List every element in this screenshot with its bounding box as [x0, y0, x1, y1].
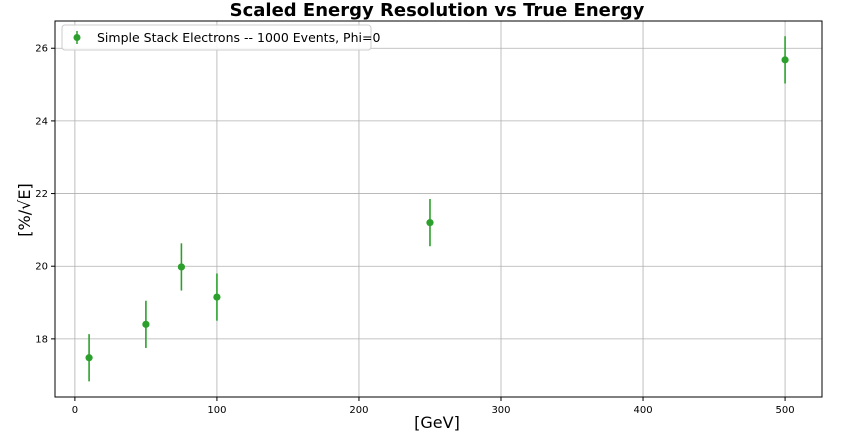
y-tick-label: 24: [35, 116, 48, 127]
data-point: [426, 219, 434, 227]
plot-frame: [54, 20, 823, 398]
x-tick-label: 300: [491, 405, 510, 416]
chart-title: Scaled Energy Resolution vs True Energy: [230, 0, 645, 21]
legend-box: [61, 24, 372, 51]
y-tick-label: 26: [35, 44, 48, 55]
y-tick-label: 20: [35, 262, 48, 273]
grid: [55, 21, 822, 397]
x-tick-label: 400: [633, 405, 652, 416]
y-axis-label: [%/√E]: [15, 183, 34, 236]
axis-ticks: 0 100 200 300 400 500 18 20 22 24 26: [35, 44, 794, 416]
x-tick-label: 100: [207, 405, 226, 416]
x-tick-label: 0: [72, 405, 78, 416]
data-point: [781, 56, 789, 64]
legend-marker: [73, 34, 81, 41]
data-point: [142, 320, 150, 328]
y-tick-label: 18: [35, 334, 48, 345]
x-tick-label: 200: [349, 405, 368, 416]
legend: Simple Stack Electrons -- 1000 Events, P…: [61, 24, 380, 51]
y-tick-label: 22: [35, 189, 48, 200]
data-marks: [85, 36, 789, 382]
legend-label: Simple Stack Electrons -- 1000 Events, P…: [97, 30, 380, 45]
data-point: [177, 263, 186, 271]
data-point: [213, 293, 221, 301]
data-point: [85, 354, 93, 362]
x-tick-label: 500: [776, 405, 795, 416]
x-axis-label: [GeV]: [414, 413, 460, 432]
